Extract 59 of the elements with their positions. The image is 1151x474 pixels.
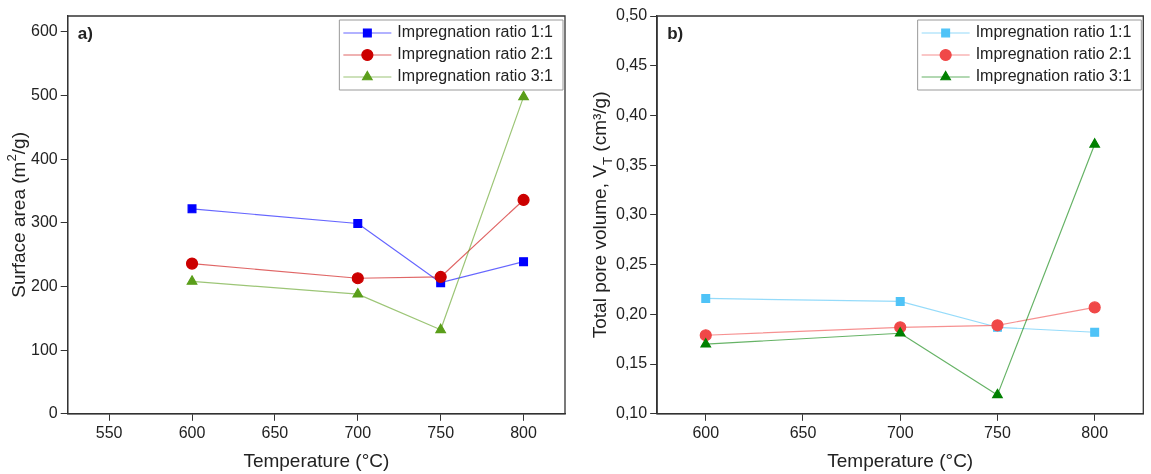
y-tick-label: 0,40 — [616, 105, 648, 123]
y-tick-label: 0,20 — [616, 304, 648, 322]
y-tick-label: 0,25 — [616, 255, 648, 273]
point — [518, 90, 529, 101]
x-tick-label: 550 — [95, 423, 123, 441]
annotation: a) — [77, 23, 93, 43]
point — [186, 275, 198, 285]
legend-label: Impregnation ratio 3:1 — [397, 67, 554, 85]
x-tick-label: 700 — [344, 423, 372, 441]
y-tick-label: 0,50 — [616, 6, 648, 24]
point — [353, 219, 363, 228]
x-tick-label: 800 — [510, 423, 537, 441]
legend-label: Impregnation ratio 1:1 — [975, 23, 1132, 41]
y-tick-label: 0,10 — [616, 404, 648, 422]
y-tick-label: 100 — [30, 340, 58, 358]
point — [1090, 327, 1100, 337]
annotation: b) — [667, 23, 684, 43]
point — [701, 293, 711, 303]
y-tick-label: 0,15 — [616, 354, 648, 372]
x-tick-label: 700 — [886, 423, 914, 441]
point — [187, 204, 197, 214]
point — [894, 327, 906, 337]
legend-label: Impregnation ratio 2:1 — [397, 45, 554, 63]
x-tick-label: 650 — [789, 423, 817, 441]
point — [700, 338, 712, 348]
legend-label: Impregnation ratio 3:1 — [975, 67, 1132, 85]
y-tick-label: 600 — [30, 22, 58, 40]
y-axis-title: Total pore volume, VT (cm³/g) — [589, 91, 616, 339]
point — [1089, 138, 1101, 148]
point — [352, 288, 364, 298]
y-axis-title: Surface area (m2/g) — [4, 131, 30, 298]
y-tick-label: 400 — [30, 149, 58, 167]
y-tick-label: 0,30 — [616, 205, 648, 223]
x-tick-label: 600 — [692, 423, 720, 441]
legend-label: Impregnation ratio 2:1 — [975, 45, 1132, 63]
point — [992, 388, 1003, 399]
y-tick-label: 0,45 — [616, 56, 648, 74]
point — [895, 296, 905, 306]
y-tick-label: 200 — [30, 276, 58, 294]
y-tick-label: 0,35 — [616, 155, 648, 173]
y-tick-label: 300 — [30, 213, 58, 231]
point — [351, 272, 364, 285]
point — [519, 257, 529, 267]
x-tick-label: 750 — [984, 423, 1011, 441]
x-axis-title: Temperature (°C) — [243, 450, 390, 472]
point — [434, 270, 447, 284]
point — [699, 329, 712, 342]
x-tick-label: 650 — [261, 423, 289, 441]
y-tick-label: 0 — [48, 404, 58, 422]
point — [185, 257, 199, 270]
x-tick-label: 750 — [427, 423, 455, 441]
point — [435, 323, 447, 334]
legend-label: Impregnation ratio 1:1 — [397, 23, 554, 41]
point — [1088, 301, 1101, 314]
x-tick-label: 600 — [178, 423, 206, 441]
x-axis-title: Temperature (°C) — [827, 450, 974, 472]
x-tick-label: 800 — [1081, 423, 1109, 441]
y-tick-label: 500 — [30, 85, 58, 103]
point — [517, 193, 530, 207]
